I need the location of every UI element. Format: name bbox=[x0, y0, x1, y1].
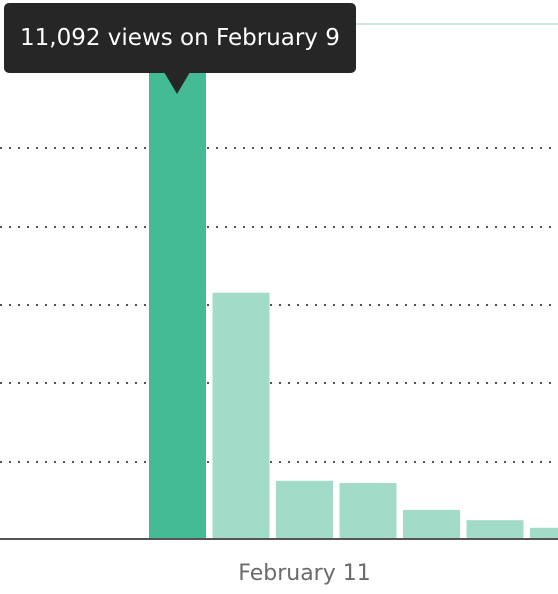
bar-february-12[interactable] bbox=[339, 483, 397, 539]
gridlines bbox=[0, 147, 558, 463]
bars[interactable] bbox=[149, 42, 558, 540]
bar-february-10[interactable] bbox=[212, 292, 270, 539]
x-tick-label: February 11 bbox=[238, 561, 370, 586]
bar-february-13[interactable] bbox=[403, 509, 460, 539]
bar-february-14[interactable] bbox=[466, 520, 524, 539]
bar-february-15[interactable] bbox=[530, 527, 558, 539]
bar-february-11[interactable] bbox=[276, 480, 333, 539]
tooltip-arrow-icon bbox=[164, 72, 190, 94]
bar-february-9[interactable] bbox=[149, 42, 206, 540]
bar-tooltip: 11,092 views on February 9 bbox=[4, 3, 356, 73]
x-tick-labels: February 11 bbox=[238, 561, 370, 586]
